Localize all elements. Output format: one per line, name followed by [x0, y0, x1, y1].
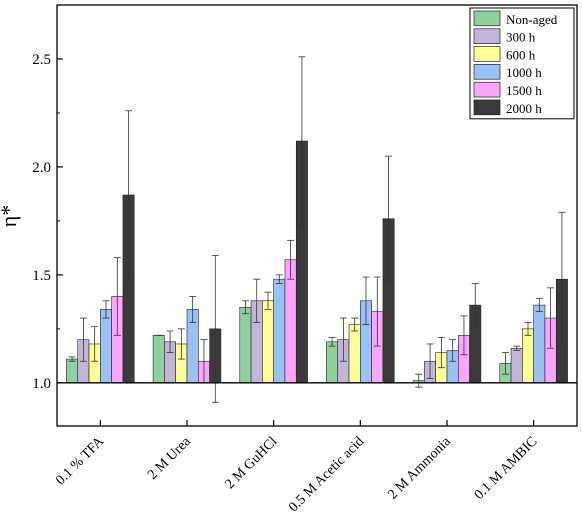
x-category-label: 2 M Urea	[145, 434, 194, 483]
legend-swatch	[473, 99, 501, 116]
legend: Non-aged 300 h 600 h 1000 h 1500 h 2000 h	[469, 7, 575, 120]
legend-label: 1500 h	[506, 83, 542, 98]
legend-swatch	[473, 28, 501, 44]
x-category-label: 2 M GuHCl	[223, 434, 281, 492]
error-bars-layer	[68, 56, 566, 403]
x-category-label: 0.1 % TFA	[53, 434, 108, 489]
y-axis-title: η*	[0, 205, 21, 228]
legend-label: 600 h	[506, 47, 536, 62]
legend-swatch	[473, 46, 501, 62]
y-tick-label: 2.5	[32, 52, 51, 68]
legend-swatch	[473, 81, 501, 98]
bar	[262, 300, 274, 384]
legend-label: 2000 h	[506, 101, 542, 116]
bar	[273, 278, 286, 384]
bar	[510, 347, 523, 384]
bar	[522, 328, 534, 384]
bar	[100, 309, 112, 384]
bars-layer	[66, 140, 568, 384]
x-axis: 0.1 % TFA 2 M Urea 2 M GuHCl 0.5 M Acetic a…	[53, 420, 540, 515]
y-tick-label: 2.0	[32, 160, 51, 176]
plot-frame	[56, 4, 578, 427]
bar	[326, 341, 339, 384]
bar	[66, 358, 79, 384]
bar	[533, 304, 546, 384]
x-category-label: 0.5 M Acetic acid	[286, 434, 367, 515]
y-axis: 1.0 1.5 2.0 2.5	[32, 4, 63, 392]
bar	[348, 324, 361, 384]
legend-swatch	[473, 64, 501, 80]
y-tick-label: 1.0	[32, 376, 51, 392]
bar	[152, 335, 165, 384]
bar	[239, 306, 252, 384]
legend-label: 1000 h	[506, 65, 542, 80]
legend-swatch	[473, 10, 501, 27]
x-category-label: 0.1 M AMBIC	[472, 434, 541, 503]
y-tick-label: 1.5	[32, 268, 51, 284]
x-category-label: 2 M Ammonia	[385, 434, 454, 503]
legend-label: Non-aged	[506, 12, 558, 27]
legend-label: 300 h	[506, 30, 536, 45]
